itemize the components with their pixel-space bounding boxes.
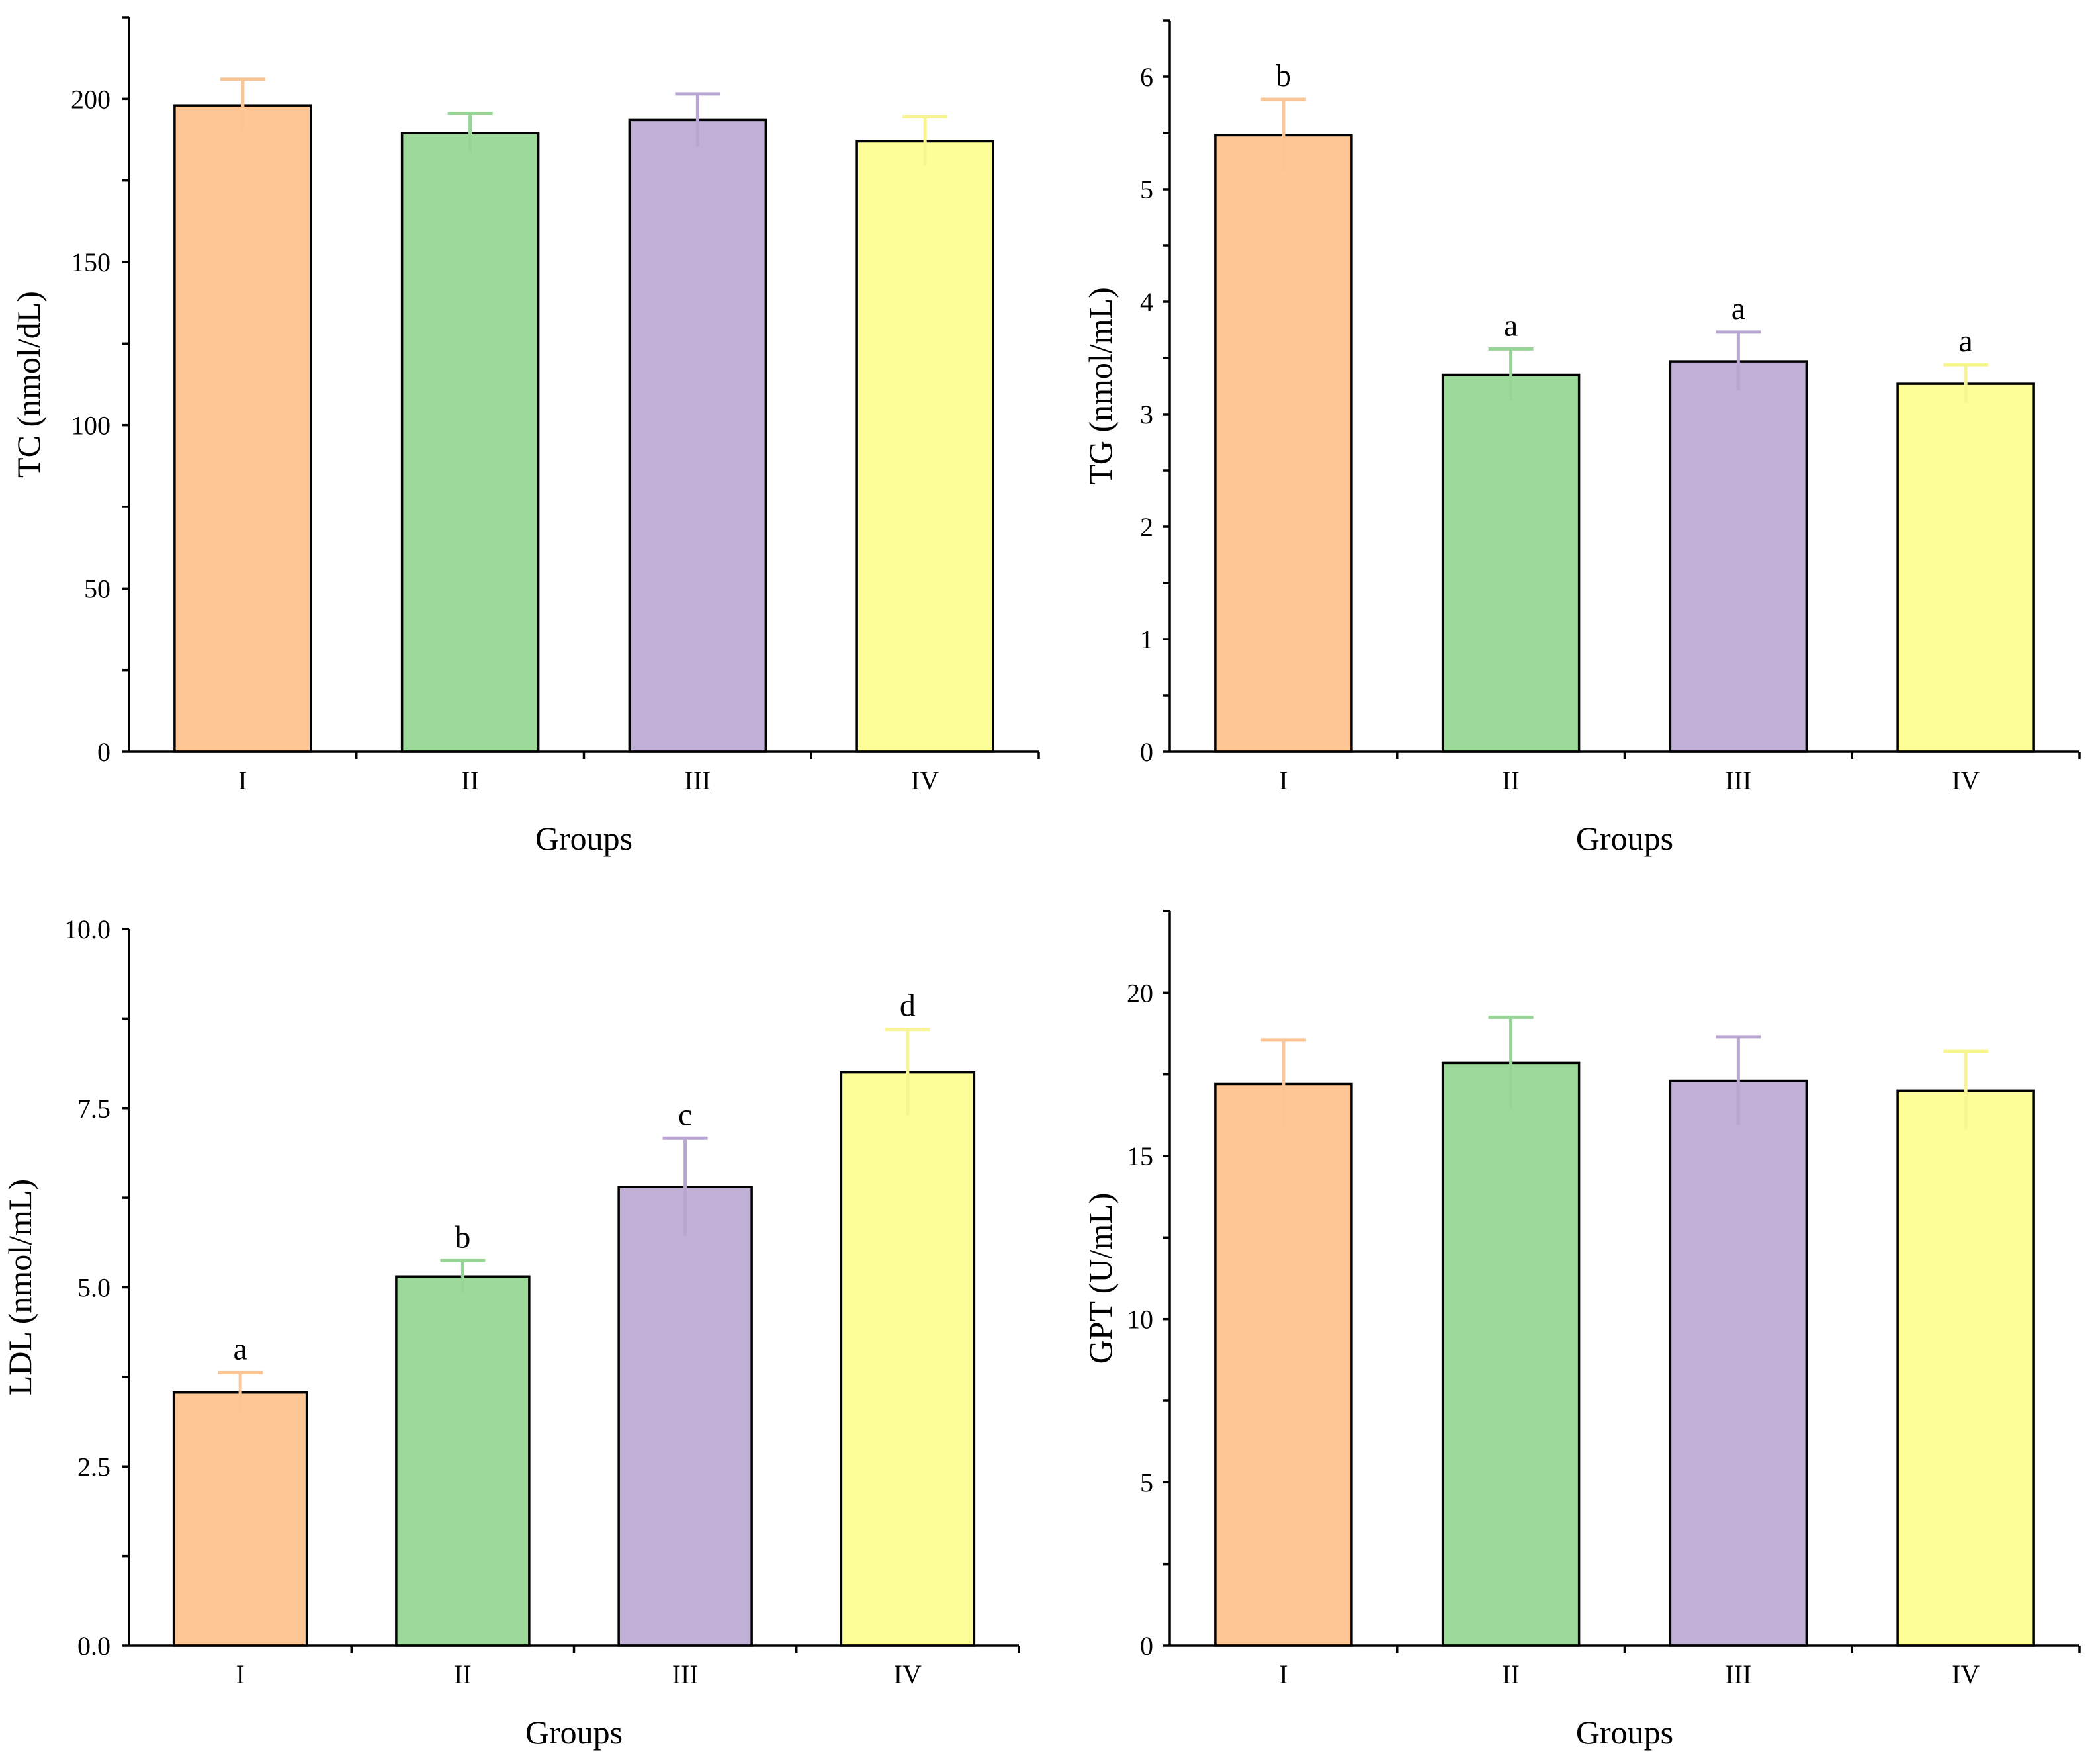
error-bar [1260, 1038, 1306, 1129]
bar-iv [855, 140, 994, 753]
chart-panel-ldl: LDL (nmol/mL) Groups a Ib II c III d IV 0.0 2.5 5… [1, 914, 1020, 1751]
bar-iii [1669, 1079, 1808, 1647]
x-tick-label: II [461, 766, 479, 795]
y-tick-label: 4 [1140, 287, 1153, 317]
bar-i [172, 1391, 308, 1647]
bar-ii [1441, 373, 1581, 753]
x-axis-title: Groups [1576, 820, 1673, 857]
x-tick-label: IV [911, 766, 939, 795]
error-bar [902, 114, 948, 166]
bar-iv [840, 1071, 976, 1647]
y-tick-label: 0 [1140, 1631, 1153, 1661]
error-bar [1943, 1049, 1989, 1130]
y-tick-label: 3 [1140, 400, 1153, 429]
y-tick-label: 50 [84, 574, 110, 603]
x-tick-label: I [236, 1659, 244, 1689]
bar-iii [628, 118, 767, 753]
y-tick-label: 200 [71, 84, 110, 114]
x-tick-label: III [684, 766, 711, 795]
x-tick-label: IV [1952, 766, 1980, 795]
x-tick-label: II [454, 1659, 472, 1689]
error-bar [218, 1370, 263, 1413]
x-tick-label: I [1279, 766, 1288, 795]
y-tick-label: 7.5 [77, 1094, 110, 1124]
y-axis-title: GPT (U/mL) [1082, 1193, 1119, 1364]
y-tick-label: 0.0 [77, 1631, 110, 1661]
y-tick-label: 10 [1127, 1305, 1153, 1335]
significance-label: a [1731, 291, 1745, 326]
bar-i [173, 104, 312, 753]
y-axis-title: TG (nmol/mL) [1082, 287, 1119, 485]
error-bar [675, 92, 720, 146]
y-tick-label: 1 [1140, 625, 1153, 654]
significance-label: c [678, 1097, 692, 1132]
x-tick-label: II [1502, 766, 1520, 795]
x-tick-label: IV [1952, 1659, 1980, 1689]
error-bar [1716, 330, 1761, 391]
y-tick-label: 5 [1140, 175, 1153, 204]
bar-iv [1896, 1089, 2035, 1647]
y-tick-label: 0 [1140, 737, 1153, 767]
significance-label: a [1504, 308, 1518, 343]
error-bar [440, 1258, 486, 1293]
x-axis-title: Groups [535, 820, 633, 857]
y-tick-label: 6 [1140, 62, 1153, 92]
bar-iv [1896, 382, 2035, 753]
error-bar [447, 112, 493, 153]
y-tick-label: 0 [97, 737, 110, 767]
error-bar [1488, 1015, 1534, 1109]
y-axis-title: TC (nmol/dL) [10, 291, 47, 478]
y-tick-label: 2 [1140, 512, 1153, 542]
x-tick-label: IV [894, 1659, 922, 1689]
x-axis-title: Groups [1576, 1714, 1673, 1751]
significance-label: b [1276, 58, 1291, 93]
x-tick-label: III [1725, 1659, 1751, 1689]
bar-ii [395, 1275, 531, 1647]
y-tick-label: 5.0 [77, 1273, 110, 1303]
bar-i [1214, 1082, 1353, 1647]
chart-panel-tg: TG (nmol/mL) Groups b Ia II a III a IV 0 1 2 3 4 5 6 [1082, 19, 2081, 857]
y-tick-label: 20 [1127, 978, 1153, 1008]
error-bar [662, 1136, 708, 1236]
bar-iii [617, 1186, 753, 1647]
bar-ii [400, 132, 540, 753]
bar-i [1214, 134, 1353, 753]
bar-iii [1669, 360, 1808, 753]
x-tick-label: II [1502, 1659, 1520, 1689]
error-bar [220, 77, 265, 132]
x-tick-label: I [1279, 1659, 1288, 1689]
y-tick-label: 2.5 [77, 1452, 110, 1481]
error-bar [1488, 347, 1534, 401]
significance-label: a [1958, 324, 1972, 359]
x-tick-label: III [1725, 766, 1751, 795]
error-bar [1260, 97, 1306, 171]
bar-ii [1441, 1061, 1581, 1647]
significance-label: d [900, 989, 916, 1024]
y-tick-label: 15 [1127, 1141, 1153, 1171]
y-tick-label: 5 [1140, 1468, 1153, 1497]
x-tick-label: I [238, 766, 247, 795]
y-tick-label: 150 [71, 247, 110, 277]
y-axis-title: LDL (nmol/mL) [1, 1179, 38, 1395]
significance-label: a [233, 1331, 247, 1366]
x-tick-label: III [672, 1659, 699, 1689]
x-axis-title: Groups [525, 1714, 623, 1751]
y-tick-label: 10.0 [64, 914, 110, 944]
error-bar [1943, 363, 1989, 403]
error-bar [885, 1028, 930, 1116]
error-bar [1716, 1035, 1761, 1125]
significance-label: b [455, 1219, 470, 1255]
y-tick-label: 100 [71, 411, 110, 441]
